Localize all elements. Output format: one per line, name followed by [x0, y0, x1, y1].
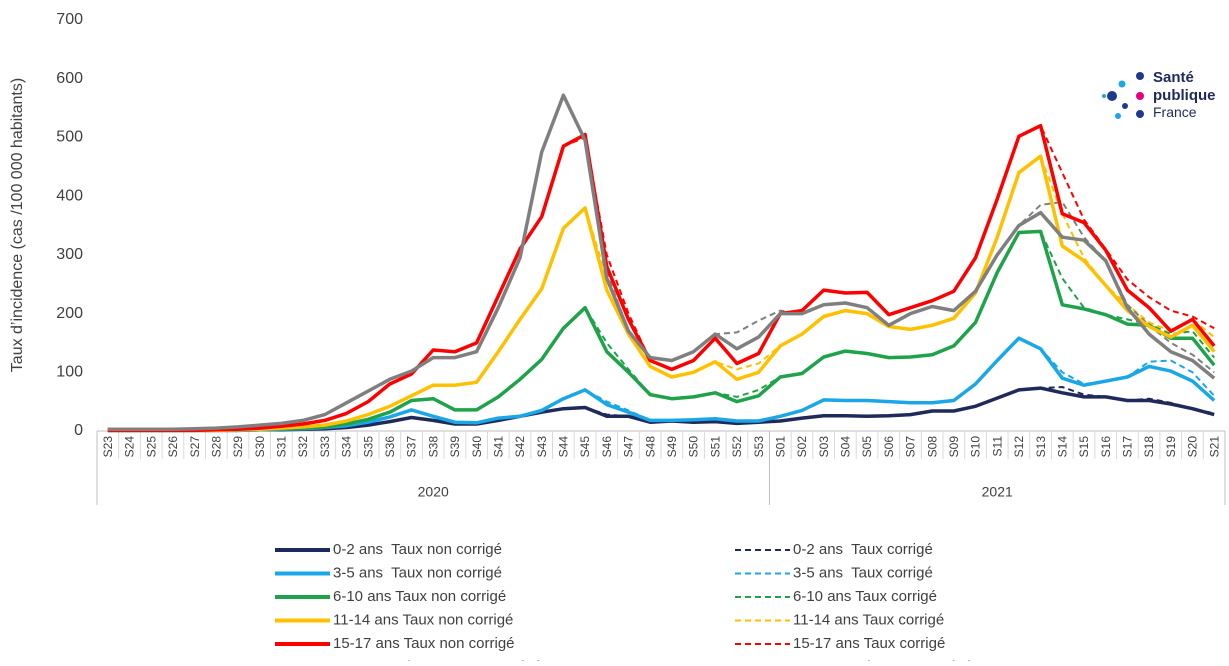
y-tick-label: 300	[56, 246, 83, 263]
x-tick-label: S42	[513, 436, 527, 458]
x-tick-label: S08	[925, 436, 939, 458]
y-tick-label: 500	[56, 129, 83, 146]
x-tick-label: S53	[752, 436, 766, 458]
x-tick-label: S10	[969, 436, 983, 458]
x-tick-label: S17	[1121, 436, 1135, 458]
x-tick-label: S51	[708, 436, 722, 458]
logo-text: France	[1153, 104, 1197, 120]
x-tick-label: S24	[123, 436, 137, 458]
x-tick-label: S38	[426, 436, 440, 458]
legend-label: 6-10 ans Taux corrigé	[793, 588, 937, 605]
x-tick-label: S07	[904, 436, 918, 458]
group-label: 2021	[982, 484, 1013, 500]
logo-dot	[1136, 92, 1144, 100]
y-tick-label: 0	[74, 422, 83, 439]
logo-text: publique	[1153, 87, 1216, 104]
series-line	[107, 229, 1216, 433]
x-tick-label: S50	[687, 436, 701, 458]
legend-label: 6-10 ans Taux non corrigé	[333, 588, 506, 605]
x-tick-label: S47	[622, 436, 636, 458]
x-tick-label: S30	[253, 436, 267, 458]
x-tick-label: S26	[166, 436, 180, 458]
x-tick-label: S31	[275, 436, 289, 458]
logo: Santé publique France	[1102, 69, 1216, 120]
legend-label: 3-5 ans Taux corrigé	[793, 564, 933, 581]
x-tick-label: S20	[1186, 436, 1200, 458]
x-tick-label: S11	[990, 436, 1004, 457]
x-tick-label: S06	[882, 436, 896, 458]
x-tick-label: S46	[600, 436, 614, 458]
x-tick-label: S28	[209, 436, 223, 458]
y-tick-label: 100	[56, 364, 83, 381]
legend-label: 15-17 ans Taux corrigé	[793, 635, 945, 652]
x-tick-label: S34	[340, 436, 354, 458]
x-tick-label: S13	[1034, 436, 1048, 458]
x-tick-label: S39	[448, 436, 462, 458]
x-tick-label: S18	[1142, 436, 1156, 458]
logo-dot	[1136, 110, 1144, 118]
x-tick-label: S41	[491, 436, 505, 458]
legend-label: 15-17 ans Taux non corrigé	[333, 635, 515, 652]
x-tick-label: S45	[578, 436, 592, 458]
x-tick-label: S40	[470, 436, 484, 458]
x-tick-label: S09	[947, 436, 961, 458]
x-tick-label: S32	[296, 436, 310, 458]
series-line	[107, 336, 1216, 433]
legend-label: 0-2 ans Taux corrigé	[793, 541, 933, 558]
x-tick-label: S19	[1164, 436, 1178, 458]
logo-dot	[1102, 94, 1106, 98]
x-tick-label: S02	[795, 436, 809, 458]
x-tick-label: S04	[839, 436, 853, 458]
y-tick-label: 400	[56, 187, 83, 204]
x-tick-label: S15	[1077, 436, 1091, 458]
x-tick-label: S27	[188, 436, 202, 458]
x-tick-label: S52	[730, 436, 744, 458]
x-tick-label: S03	[817, 436, 831, 458]
x-tick-label: S29	[231, 436, 245, 458]
logo-dot	[1118, 80, 1126, 88]
y-tick-label: 600	[56, 70, 83, 87]
logo-dot	[1136, 72, 1144, 80]
x-tick-label: S21	[1207, 436, 1221, 458]
legend-label: 11-14 ans Taux corrigé	[793, 611, 944, 628]
x-tick-label: S14	[1055, 436, 1069, 458]
series-line	[107, 123, 1216, 433]
x-tick-label: S49	[665, 436, 679, 458]
y-tick-label: 700	[56, 11, 83, 28]
x-tick-label: S33	[318, 436, 332, 458]
x-tick-label: S16	[1099, 436, 1113, 458]
x-tick-label: S25	[144, 436, 158, 458]
series-line	[107, 337, 1215, 432]
x-tick-label: S12	[1012, 436, 1026, 458]
x-tick-label: S48	[643, 436, 657, 458]
series-line	[107, 93, 1216, 431]
x-tick-label: S44	[557, 436, 571, 458]
logo-dot	[1115, 113, 1121, 119]
x-tick-label: S23	[101, 436, 115, 458]
legend-label: 11-14 ans Taux non corrigé	[333, 611, 513, 628]
x-tick-label: S01	[773, 436, 787, 458]
y-axis-label: Taux d’incidence (cas /100 000 habitants…	[9, 78, 26, 372]
logo-dot	[1122, 103, 1128, 109]
x-tick-label: S43	[535, 436, 549, 458]
x-tick-label: S36	[383, 436, 397, 458]
series-line	[107, 124, 1215, 432]
series-line	[107, 154, 1216, 433]
x-tick-label: S05	[860, 436, 874, 458]
logo-text: Santé	[1153, 69, 1194, 86]
y-tick-label: 200	[56, 305, 83, 322]
x-tick-label: S35	[361, 436, 375, 458]
logo-dot	[1107, 91, 1117, 101]
legend-label: 3-5 ans Taux non corrigé	[333, 564, 502, 581]
group-label: 2020	[418, 484, 449, 500]
legend-label: 0-2 ans Taux non corrigé	[333, 541, 502, 558]
x-tick-label: S37	[405, 436, 419, 458]
